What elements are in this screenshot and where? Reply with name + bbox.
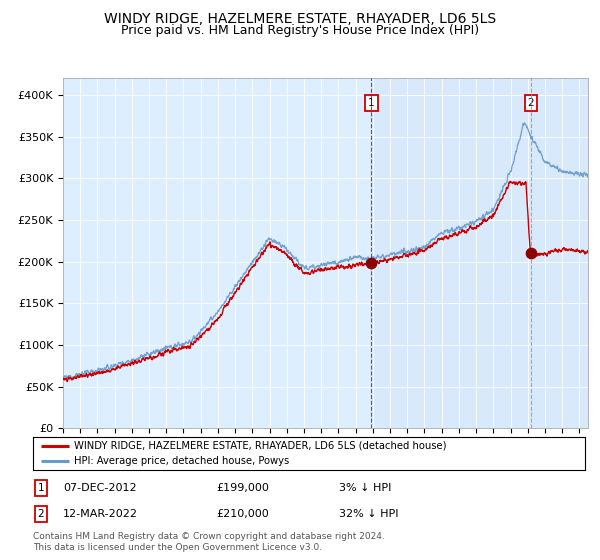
Text: 32% ↓ HPI: 32% ↓ HPI (339, 509, 398, 519)
Bar (371, 78, 588, 428)
Text: Price paid vs. HM Land Registry's House Price Index (HPI): Price paid vs. HM Land Registry's House … (121, 24, 479, 36)
Text: WINDY RIDGE, HAZELMERE ESTATE, RHAYADER, LD6 5LS: WINDY RIDGE, HAZELMERE ESTATE, RHAYADER,… (104, 12, 496, 26)
Text: 07-DEC-2012: 07-DEC-2012 (63, 483, 137, 493)
Text: £210,000: £210,000 (216, 509, 269, 519)
Text: HPI: Average price, detached house, Powys: HPI: Average price, detached house, Powy… (74, 456, 290, 466)
Text: 12-MAR-2022: 12-MAR-2022 (63, 509, 138, 519)
Text: 2: 2 (528, 99, 535, 109)
Text: 2: 2 (37, 509, 44, 519)
Text: 3% ↓ HPI: 3% ↓ HPI (339, 483, 391, 493)
Text: 1: 1 (37, 483, 44, 493)
Point (526, 249, 536, 258)
Text: Contains HM Land Registry data © Crown copyright and database right 2024.: Contains HM Land Registry data © Crown c… (33, 532, 385, 541)
Text: £199,000: £199,000 (216, 483, 269, 493)
Text: 1: 1 (368, 99, 375, 109)
Point (367, 258, 376, 267)
Text: WINDY RIDGE, HAZELMERE ESTATE, RHAYADER, LD6 5LS (detached house): WINDY RIDGE, HAZELMERE ESTATE, RHAYADER,… (74, 441, 447, 451)
Text: This data is licensed under the Open Government Licence v3.0.: This data is licensed under the Open Gov… (33, 543, 322, 552)
